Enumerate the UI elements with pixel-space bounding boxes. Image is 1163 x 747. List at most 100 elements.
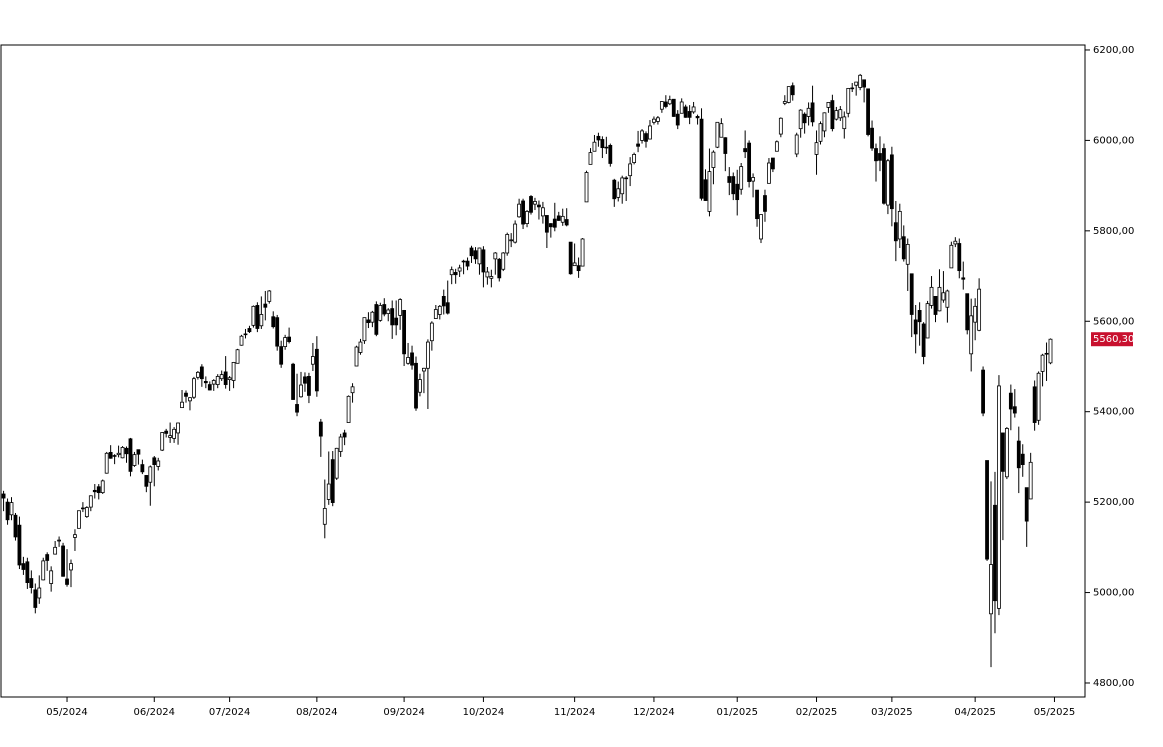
candle-body (513, 223, 518, 243)
candle-body (366, 319, 371, 324)
candle-body (346, 395, 351, 423)
candle-body (1036, 372, 1041, 421)
candle-body (695, 116, 700, 119)
candle-body (299, 384, 303, 398)
y-tick-label: 5000,00 (1093, 588, 1134, 599)
candle-body (711, 151, 716, 168)
candle-body (398, 299, 403, 316)
candle-body (61, 545, 65, 577)
plot-frame (0, 44, 1086, 698)
candle-body (604, 146, 609, 149)
candle-body (1, 493, 6, 499)
candle-body (667, 99, 672, 105)
candle-body (719, 123, 724, 138)
candle-body (913, 319, 918, 335)
candle-body (834, 110, 839, 120)
candle-body (180, 401, 184, 409)
candle-body (362, 317, 367, 342)
candle-body (1004, 428, 1009, 478)
candle-body (350, 386, 355, 394)
candle-body (1012, 406, 1017, 414)
candle-body (1028, 461, 1033, 500)
candle-body (188, 397, 192, 402)
candle-body (156, 460, 161, 467)
candle-body (659, 101, 664, 110)
candle-body (838, 109, 843, 119)
candle-body (786, 86, 791, 103)
candle-body (715, 121, 720, 148)
candle-body (548, 223, 553, 228)
candle-body (564, 219, 569, 226)
candle-body (782, 101, 787, 104)
candle-body (1040, 354, 1045, 372)
candle-body (342, 432, 347, 438)
candle-body (656, 117, 660, 122)
candle-body (683, 106, 688, 118)
candle-body (949, 244, 954, 269)
candle-body (120, 447, 125, 459)
y-tick-label: 6000,00 (1093, 135, 1134, 146)
candle-body (497, 258, 502, 279)
candle-body (826, 102, 831, 108)
candle-body (993, 504, 997, 602)
candle-body (743, 148, 748, 153)
candle-body (774, 141, 779, 152)
candle-body (878, 153, 882, 161)
candle-body (929, 286, 934, 306)
candle-body (195, 371, 200, 378)
candle-body (560, 215, 565, 223)
candle-body (537, 204, 541, 208)
candle-body (108, 451, 113, 459)
x-tick-label: 05/2025 (1034, 707, 1076, 718)
candle-body (608, 144, 613, 164)
candle-body (703, 179, 708, 201)
y-tick-label: 5800,00 (1093, 226, 1134, 237)
candle-body (358, 341, 363, 353)
candle-body (735, 183, 740, 201)
candle-body (465, 260, 470, 267)
candle-body (382, 304, 387, 315)
candle-body (152, 457, 157, 465)
x-tick-label: 05/2024 (46, 707, 88, 718)
candle-body (192, 378, 196, 398)
candle-body (100, 480, 105, 494)
candle-body (21, 563, 26, 570)
candle-body (505, 234, 510, 254)
candle-body (370, 311, 375, 323)
candle-body (544, 215, 549, 233)
candle-body (973, 305, 978, 323)
candle-body (648, 125, 652, 140)
candle-body (73, 534, 77, 538)
candle-body (231, 362, 236, 381)
candle-body (1048, 338, 1053, 364)
candle-body (445, 302, 450, 314)
candle-body (132, 454, 137, 466)
candle-body (318, 421, 323, 437)
candle-body (449, 269, 454, 276)
candle-body (818, 123, 823, 142)
candle-body (1044, 352, 1049, 355)
x-tick-label: 08/2024 (296, 707, 338, 718)
candle-body (874, 148, 878, 162)
candle-body (457, 267, 462, 272)
candle-body (596, 135, 601, 141)
candle-body (806, 107, 811, 117)
candle-body (112, 455, 117, 457)
candle-body (406, 357, 410, 364)
candle-body (77, 510, 81, 529)
candle-body (889, 154, 894, 210)
candle-body (104, 452, 109, 474)
last-price-box (1091, 332, 1133, 347)
candle-body (830, 100, 835, 130)
candle-body (953, 240, 958, 245)
candle-body (481, 249, 486, 273)
candle-body (767, 162, 771, 184)
candle-body (541, 207, 545, 217)
candle-body (84, 507, 89, 517)
candle-body (140, 464, 145, 473)
candle-body (687, 111, 692, 118)
candle-body (489, 276, 494, 279)
x-tick-label: 06/2024 (133, 707, 175, 718)
candle-body (374, 304, 379, 335)
candle-body (251, 305, 256, 326)
